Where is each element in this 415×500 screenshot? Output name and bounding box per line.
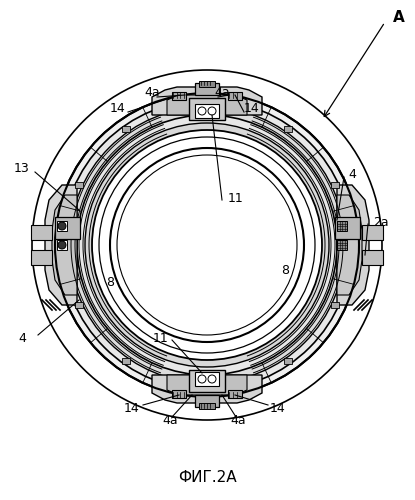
Circle shape: [110, 148, 304, 342]
Text: 8: 8: [281, 264, 289, 276]
Text: 4: 4: [348, 168, 356, 181]
Text: 11: 11: [228, 192, 244, 204]
Polygon shape: [337, 195, 362, 295]
Bar: [172, 92, 186, 100]
Circle shape: [92, 130, 322, 360]
Bar: [195, 372, 219, 386]
Circle shape: [85, 123, 329, 367]
Bar: [172, 390, 186, 398]
Text: 14: 14: [110, 102, 126, 114]
Circle shape: [77, 115, 337, 375]
Circle shape: [198, 107, 206, 115]
Bar: [331, 182, 339, 188]
Bar: [189, 370, 225, 392]
Polygon shape: [167, 375, 247, 395]
Bar: [195, 83, 219, 95]
Bar: [284, 126, 292, 132]
Text: 4: 4: [18, 332, 26, 344]
Bar: [31, 225, 52, 240]
Bar: [362, 225, 383, 240]
Circle shape: [32, 70, 382, 420]
Text: 4а: 4а: [144, 86, 160, 98]
Bar: [228, 390, 242, 398]
Bar: [335, 217, 360, 239]
Bar: [57, 240, 67, 250]
Circle shape: [208, 107, 216, 115]
Bar: [337, 240, 347, 250]
Circle shape: [198, 375, 206, 383]
Text: 8: 8: [106, 276, 114, 288]
Bar: [199, 81, 215, 87]
Polygon shape: [337, 185, 369, 305]
Circle shape: [117, 155, 297, 335]
Circle shape: [99, 137, 315, 353]
Bar: [195, 104, 219, 118]
Text: 4а: 4а: [230, 414, 246, 426]
Text: 4а: 4а: [162, 414, 178, 426]
Bar: [189, 98, 225, 120]
Text: 14: 14: [270, 402, 286, 414]
Circle shape: [58, 222, 66, 230]
Polygon shape: [152, 375, 262, 403]
Bar: [337, 221, 347, 231]
Bar: [284, 358, 292, 364]
Circle shape: [62, 100, 352, 390]
Bar: [195, 395, 219, 407]
Text: 4а: 4а: [214, 86, 230, 98]
Bar: [75, 302, 83, 308]
Bar: [122, 126, 130, 132]
Circle shape: [58, 241, 66, 249]
Bar: [122, 358, 130, 364]
Text: 14: 14: [244, 102, 260, 114]
Circle shape: [69, 107, 345, 383]
Bar: [362, 250, 383, 265]
Circle shape: [208, 375, 216, 383]
Polygon shape: [45, 185, 77, 305]
Text: ФИГ.2А: ФИГ.2А: [178, 470, 236, 486]
Text: А: А: [393, 10, 405, 26]
Circle shape: [55, 93, 359, 397]
Bar: [31, 250, 52, 265]
Polygon shape: [152, 87, 262, 115]
Bar: [75, 182, 83, 188]
Text: 2а: 2а: [373, 216, 388, 228]
Bar: [57, 221, 67, 231]
Polygon shape: [167, 95, 247, 115]
Polygon shape: [52, 195, 77, 295]
Bar: [228, 92, 242, 100]
Bar: [55, 217, 80, 239]
Text: 11: 11: [152, 332, 168, 344]
Text: 14: 14: [124, 402, 140, 414]
Text: 13: 13: [14, 162, 30, 174]
Bar: [331, 302, 339, 308]
Bar: [199, 403, 215, 409]
